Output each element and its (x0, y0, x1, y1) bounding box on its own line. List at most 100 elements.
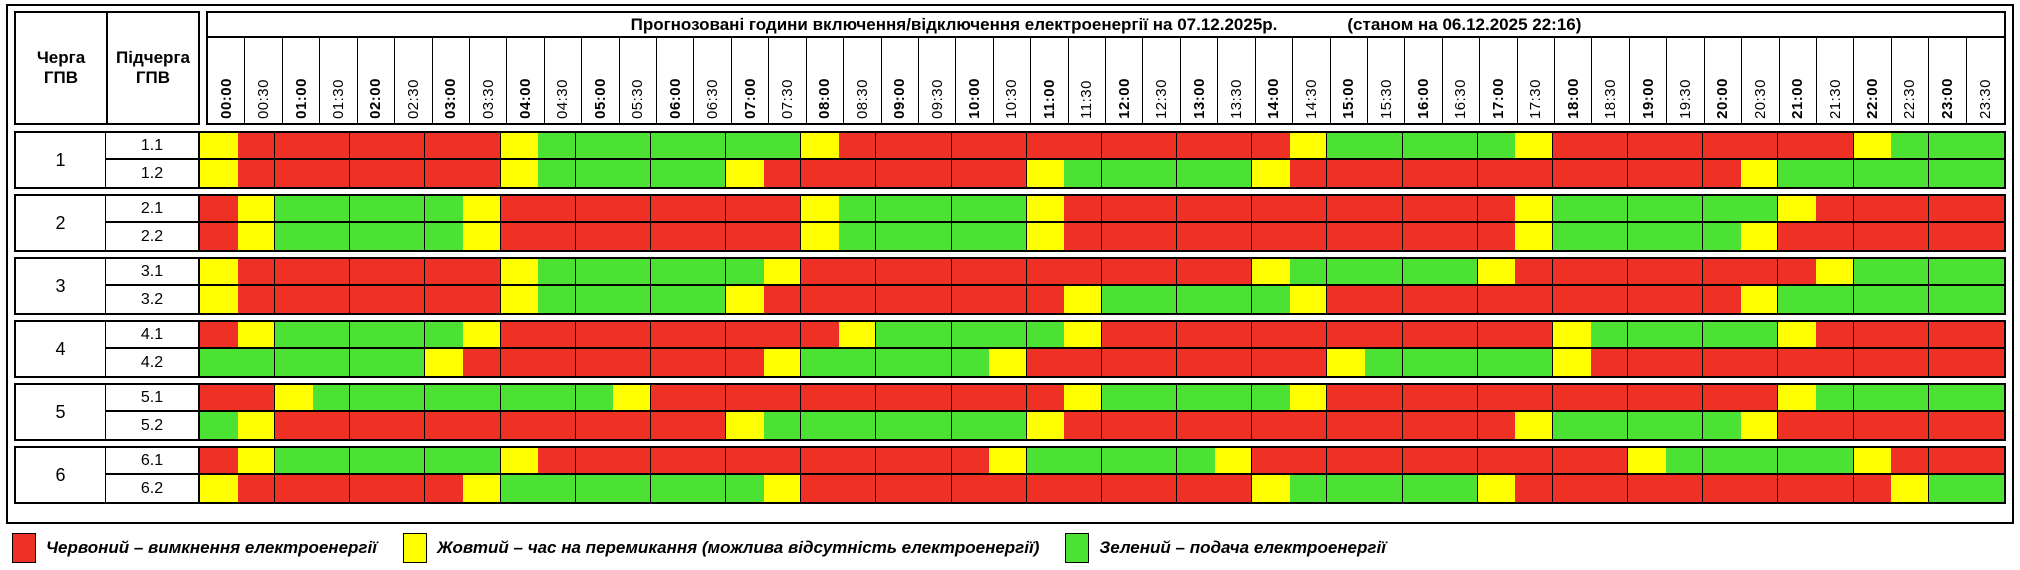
slot-cell-3.1-07:00 (726, 259, 764, 286)
slot-cell-4.2-16:30 (1440, 349, 1478, 376)
legend: Червоний – вимкнення електроенергії Жовти… (12, 533, 1386, 563)
slot-cell-5.2-16:00 (1402, 412, 1441, 439)
slot-cell-6.1-15:00 (1327, 448, 1366, 475)
slot-cell-4.2-19:00 (1628, 349, 1666, 376)
time-label: 11:30 (1078, 80, 1096, 119)
slot-cell-4.2-18:30 (1590, 349, 1629, 376)
time-label: 01:30 (329, 78, 347, 119)
slot-cell-3.2-23:30 (1966, 286, 2004, 313)
slot-cell-3.1-15:30 (1365, 259, 1403, 286)
slot-cell-3.1-23:30 (1966, 259, 2004, 286)
time-label: 17:30 (1527, 78, 1545, 119)
time-label: 04:30 (554, 78, 572, 119)
slot-cell-3.2-17:00 (1477, 286, 1516, 313)
time-label: 14:00 (1265, 78, 1283, 119)
time-label: 21:30 (1826, 78, 1844, 119)
row-header-columns: Черга ГПВ Підчерга ГПВ (14, 11, 200, 125)
slot-cell-4.2-05:30 (613, 349, 651, 376)
slot-cell-6.2-01:30 (312, 475, 351, 502)
time-label-cell: 18:00 (1555, 38, 1593, 123)
subqueue-label: 3.2 (106, 286, 200, 313)
slot-cell-5.1-05:00 (575, 385, 614, 412)
slot-cell-1.1-01:00 (275, 133, 313, 160)
slot-cell-3.2-22:30 (1891, 286, 1929, 313)
time-label: 01:00 (292, 78, 310, 119)
slot-cell-6.1-08:30 (838, 448, 877, 475)
slot-cell-6.2-05:30 (613, 475, 651, 502)
slot-cell-4.1-00:00 (200, 322, 238, 349)
slot-cell-2.2-23:30 (1966, 223, 2004, 250)
slot-cell-1.2-04:00 (500, 160, 539, 187)
slot-cell-2.1-00:00 (200, 196, 238, 223)
slot-cell-1.1-16:30 (1440, 133, 1478, 160)
time-label-cell: 05:30 (620, 38, 657, 123)
slot-cell-3.1-10:00 (951, 259, 990, 286)
slot-cell-5.2-15:30 (1365, 412, 1403, 439)
legend-item-R: Червоний – вимкнення електроенергії (12, 533, 377, 563)
slot-cell-5.1-21:00 (1778, 385, 1817, 412)
time-label: 18:00 (1564, 78, 1582, 119)
slot-cell-6.1-16:00 (1402, 448, 1441, 475)
slot-cell-3.2-04:00 (500, 286, 539, 313)
slot-cell-4.1-23:00 (1928, 322, 1967, 349)
subqueue-label: 2.2 (106, 223, 200, 250)
slot-cell-1.2-01:00 (275, 160, 313, 187)
slot-cell-1.2-20:00 (1703, 160, 1741, 187)
slot-cell-5.1-15:00 (1327, 385, 1366, 412)
slot-cell-4.2-07:00 (726, 349, 764, 376)
slot-cell-6.1-09:30 (914, 448, 952, 475)
slot-cell-2.1-16:00 (1402, 196, 1441, 223)
time-label-cell: 03:30 (470, 38, 508, 123)
slot-cell-2.1-13:30 (1214, 196, 1253, 223)
time-label-cell: 13:30 (1218, 38, 1256, 123)
slot-cell-2.2-20:00 (1703, 223, 1741, 250)
time-label: 02:00 (367, 78, 385, 119)
slot-cell-2.1-07:30 (763, 196, 802, 223)
slot-cell-1.1-00:30 (237, 133, 276, 160)
slot-cell-5.1-22:30 (1891, 385, 1929, 412)
time-label: 06:00 (666, 78, 684, 119)
slot-cell-5.1-11:30 (1064, 385, 1102, 412)
slot-cell-1.1-09:30 (914, 133, 952, 160)
slot-cell-3.2-02:00 (350, 286, 388, 313)
slot-cell-5.1-13:30 (1214, 385, 1253, 412)
slot-cell-6.2-14:30 (1289, 475, 1328, 502)
slot-cell-5.2-23:30 (1966, 412, 2004, 439)
slot-cell-6.1-13:30 (1214, 448, 1253, 475)
time-label: 12:00 (1115, 78, 1133, 119)
time-label-cell: 22:00 (1854, 38, 1892, 123)
slot-cell-3.2-02:30 (387, 286, 426, 313)
slot-cell-1.2-13:30 (1214, 160, 1253, 187)
slot-cell-6.2-06:00 (650, 475, 689, 502)
time-label-cell: 00:00 (208, 38, 246, 123)
slot-cell-3.1-00:30 (237, 259, 276, 286)
slot-cell-1.1-09:00 (876, 133, 915, 160)
slot-cell-2.2-16:30 (1440, 223, 1478, 250)
slot-cell-4.1-08:30 (838, 322, 877, 349)
slot-cell-4.2-10:30 (989, 349, 1027, 376)
slot-cell-1.2-06:30 (688, 160, 727, 187)
time-label-cell: 15:00 (1331, 38, 1368, 123)
slot-cell-5.2-02:30 (387, 412, 426, 439)
slot-cell-2.1-15:30 (1365, 196, 1403, 223)
subqueue-label: 4.2 (106, 349, 200, 376)
slot-cell-6.2-22:00 (1853, 475, 1892, 502)
time-label-cell: 02:00 (358, 38, 396, 123)
slot-cell-3.1-23:00 (1928, 259, 1967, 286)
slot-cell-5.1-04:00 (500, 385, 539, 412)
slot-cell-3.1-19:00 (1628, 259, 1666, 286)
time-label: 03:30 (479, 78, 497, 119)
slot-cell-4.2-19:30 (1665, 349, 1704, 376)
slot-cell-2.1-09:00 (876, 196, 915, 223)
slot-cell-2.1-06:30 (688, 196, 727, 223)
slot-cell-2.1-22:00 (1853, 196, 1892, 223)
slot-cell-4.1-12:30 (1139, 322, 1178, 349)
slot-cell-4.1-16:00 (1402, 322, 1441, 349)
slot-cell-1.1-20:00 (1703, 133, 1741, 160)
slot-cell-3.2-04:30 (538, 286, 576, 313)
slot-cell-2.2-05:00 (575, 223, 614, 250)
slot-cell-2.2-10:00 (951, 223, 990, 250)
slot-cell-2.2-15:00 (1327, 223, 1366, 250)
slot-cell-5.1-00:30 (237, 385, 276, 412)
time-label-cell: 09:00 (882, 38, 919, 123)
